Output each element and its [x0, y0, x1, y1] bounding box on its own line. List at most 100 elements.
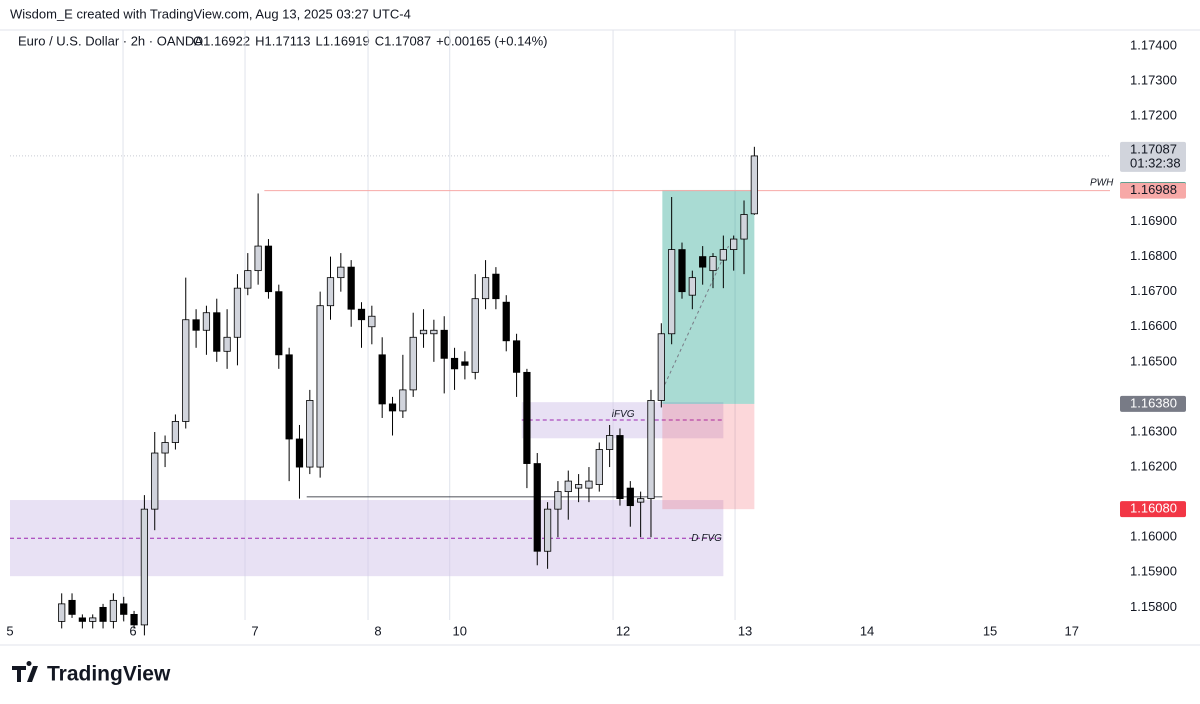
candle-body: [750, 155, 758, 215]
price-label-sub: 01:32:38: [1130, 155, 1181, 170]
candle-body: [647, 400, 655, 500]
target-zone: [662, 189, 755, 404]
pwh-label: PWH: [1090, 177, 1114, 188]
candle-body: [78, 617, 86, 622]
ohlc-label: O1.16922: [193, 33, 250, 48]
candle-body: [450, 357, 459, 370]
candle-body: [575, 484, 583, 489]
candle-body: [461, 361, 469, 366]
candle-body: [326, 277, 335, 307]
candle-body: [699, 256, 707, 268]
price-label-box: [1120, 141, 1186, 172]
candle-body: [657, 333, 665, 401]
y-tick-label: 1.16300: [1130, 423, 1177, 438]
candle-body: [295, 438, 304, 468]
tv-logo: [12, 660, 38, 682]
y-tick-label: 1.16200: [1130, 459, 1177, 474]
candle-body: [523, 371, 531, 464]
candle-body: [171, 421, 180, 443]
price-label-box: [1120, 182, 1186, 199]
candle-body: [709, 256, 717, 272]
ohlc-label: L1.16919: [316, 33, 370, 48]
candle-body: [120, 603, 128, 615]
candle-body: [616, 435, 624, 500]
x-tick-label: 12: [616, 623, 630, 638]
price-label: 1.16988: [1130, 182, 1177, 197]
price-label-box: [1120, 501, 1186, 518]
y-tick-label: 1.16000: [1130, 529, 1177, 544]
candle-body: [471, 298, 479, 373]
fvg-zone: [10, 500, 724, 577]
x-tick-label: 14: [860, 623, 874, 638]
candle-body: [637, 498, 645, 503]
candle-body: [564, 480, 572, 493]
candle-body: [161, 442, 169, 454]
candle-body: [492, 273, 500, 300]
candle-body: [626, 487, 634, 507]
candle-body: [678, 249, 686, 293]
x-tick-label: 17: [1065, 623, 1079, 638]
credit: Wisdom_E created with TradingView.com, A…: [10, 6, 411, 21]
candle-body: [244, 270, 252, 289]
candle-body: [192, 319, 200, 331]
candle-body: [275, 291, 283, 356]
candle-body: [533, 463, 541, 552]
candle-body: [730, 238, 738, 250]
candle-body: [58, 603, 66, 622]
x-tick-label: 10: [452, 623, 466, 638]
candle-body: [419, 329, 428, 335]
candle-body: [140, 508, 149, 626]
candle-body: [554, 491, 562, 510]
candle-body: [130, 613, 138, 626]
x-tick-label: 13: [738, 623, 752, 638]
candle-body: [481, 277, 490, 300]
price-label: 1.16080: [1130, 501, 1177, 516]
x-tick-label: 6: [129, 623, 136, 638]
footer-brand: TradingView: [47, 663, 171, 686]
candle-body: [543, 508, 552, 552]
candle-body: [254, 245, 262, 272]
x-tick-label: 5: [6, 623, 13, 638]
candle-body: [399, 389, 407, 412]
candle-body: [182, 319, 190, 422]
y-tick-label: 1.16800: [1130, 248, 1177, 263]
price-label: 1.16380: [1130, 395, 1177, 410]
y-tick-label: 1.15800: [1130, 599, 1177, 614]
candle-body: [502, 301, 510, 342]
candle-body: [213, 312, 221, 352]
y-tick-label: 1.17200: [1130, 108, 1177, 123]
y-tick-label: 1.16700: [1130, 283, 1177, 298]
candle-body: [606, 435, 614, 450]
candle-body: [264, 245, 273, 293]
ohlc-label: +0.00165 (+0.14%): [436, 33, 547, 48]
candle-body: [89, 617, 97, 622]
candle-body: [409, 336, 417, 391]
candle-body: [151, 452, 159, 510]
logo-icon: [12, 660, 38, 682]
fvg-label: iFVG: [612, 409, 635, 420]
y-tick-label: 1.17300: [1130, 73, 1177, 88]
ohlc-label: H1.17113: [255, 33, 310, 48]
candle-body: [430, 329, 438, 335]
candle-body: [388, 403, 397, 412]
candle-body: [202, 312, 211, 331]
x-tick-label: 7: [251, 623, 258, 638]
candle-body: [740, 214, 748, 240]
candle-body: [719, 249, 727, 261]
y-tick-label: 1.16900: [1130, 213, 1177, 228]
candle-body: [109, 599, 117, 622]
ohlc-label: C1.17087: [375, 33, 431, 48]
candle-body: [378, 354, 386, 405]
candle-body: [585, 480, 593, 489]
candle-body: [668, 249, 676, 335]
candle-body: [223, 336, 231, 352]
y-tick-label: 1.16600: [1130, 318, 1177, 333]
candle-body: [233, 287, 242, 338]
candle-body: [316, 305, 324, 468]
candle-body: [337, 266, 345, 279]
candle-body: [99, 606, 107, 622]
stop-zone: [662, 403, 755, 510]
candle-body: [512, 340, 521, 373]
